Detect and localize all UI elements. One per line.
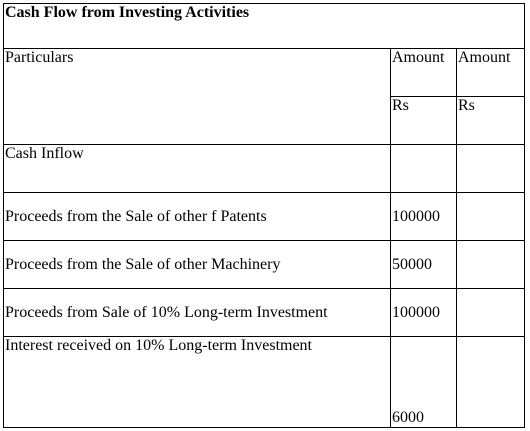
row-amount-2 xyxy=(455,144,526,193)
row-amount-1: 100000 xyxy=(390,288,457,337)
header-row-amount: Particulars Amount Amount xyxy=(3,48,526,145)
row-particulars: Proceeds from the Sale of other Machiner… xyxy=(3,240,391,289)
header-row-currency: Rs Rs xyxy=(4,96,526,145)
title-row: Cash Flow from Investing Activities xyxy=(2,3,526,49)
amount-header-2: Amount xyxy=(455,48,526,97)
row-particulars: Interest received on 10% Long-term Inves… xyxy=(3,336,391,428)
row-amount-1: 100000 xyxy=(390,192,457,241)
row-amount-2 xyxy=(455,240,526,289)
row-particulars: Proceeds from Sale of 10% Long-term Inve… xyxy=(3,288,391,337)
cash-flow-table: Cash Flow from Investing Activities Part… xyxy=(2,3,526,428)
table-title: Cash Flow from Investing Activities xyxy=(2,3,526,49)
table-row: Proceeds from the Sale of other Machiner… xyxy=(3,240,526,289)
table-row: Cash Inflow xyxy=(3,144,526,193)
row-amount-1: 6000 xyxy=(390,336,457,428)
row-particulars: Cash Inflow xyxy=(3,144,391,193)
row-particulars: Proceeds from the Sale of other f Patent… xyxy=(3,192,391,241)
row-amount-2 xyxy=(455,336,526,428)
currency-header-1: Rs xyxy=(390,96,457,145)
row-amount-2 xyxy=(455,192,526,241)
table-row: Proceeds from Sale of 10% Long-term Inve… xyxy=(3,288,526,337)
particulars-header: Particulars xyxy=(3,48,391,145)
amount-header-1: Amount xyxy=(390,48,457,97)
table-row: Proceeds from the Sale of other f Patent… xyxy=(3,192,526,241)
row-amount-1: 50000 xyxy=(390,240,457,289)
table-row: Interest received on 10% Long-term Inves… xyxy=(3,336,526,428)
row-amount-2 xyxy=(455,288,526,337)
row-amount-1 xyxy=(390,144,457,193)
currency-header-2: Rs xyxy=(455,96,526,145)
